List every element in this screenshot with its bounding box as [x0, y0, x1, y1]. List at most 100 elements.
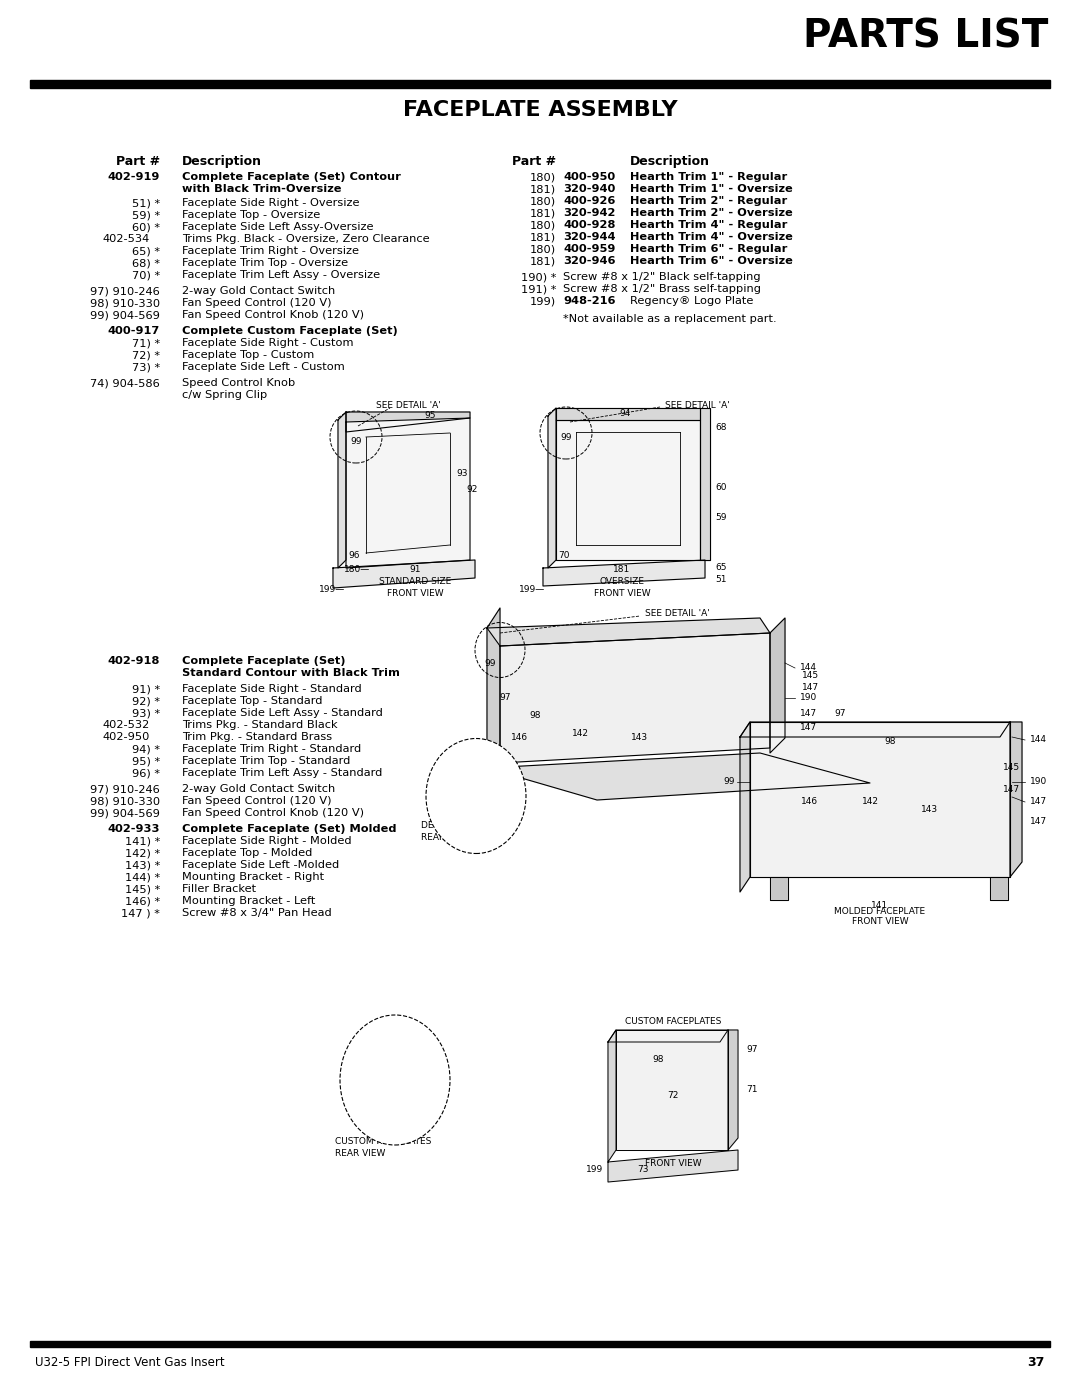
Text: 948-216: 948-216	[563, 296, 616, 306]
Text: SEE DETAIL 'A': SEE DETAIL 'A'	[376, 401, 441, 411]
Text: 400-917: 400-917	[108, 326, 160, 337]
Text: 97) 910-246: 97) 910-246	[91, 286, 160, 296]
Bar	[30, 80, 1050, 88]
Text: Screw #8 x 1/2" Brass self-tapping: Screw #8 x 1/2" Brass self-tapping	[563, 284, 761, 293]
Text: 144: 144	[800, 664, 816, 672]
Polygon shape	[616, 1030, 728, 1150]
Text: 59) *: 59) *	[132, 210, 160, 219]
Text: 143) *: 143) *	[125, 861, 160, 870]
Text: 181): 181)	[530, 256, 556, 265]
Text: Speed Control Knob: Speed Control Knob	[183, 379, 295, 388]
Text: 74: 74	[384, 1105, 395, 1115]
Text: SEE DETAIL 'A': SEE DETAIL 'A'	[645, 609, 710, 617]
Text: Hearth Trim 1" - Regular: Hearth Trim 1" - Regular	[630, 172, 787, 182]
Text: 147: 147	[800, 724, 818, 732]
Text: 190: 190	[800, 693, 818, 703]
Text: 142) *: 142) *	[125, 848, 160, 858]
Text: with Black Trim-Oversize: with Black Trim-Oversize	[183, 184, 341, 194]
Text: 92: 92	[467, 485, 477, 493]
Text: 180): 180)	[530, 196, 556, 205]
Text: 191: 191	[488, 778, 505, 788]
Text: MOLDED FACEPLATE: MOLDED FACEPLATE	[835, 908, 926, 916]
Text: Screw #8 x 1/2" Black self-tapping: Screw #8 x 1/2" Black self-tapping	[563, 272, 760, 282]
Text: 99: 99	[484, 658, 496, 668]
Text: 97: 97	[834, 710, 846, 718]
Text: 400-950: 400-950	[563, 172, 616, 182]
Text: 73: 73	[637, 1165, 649, 1175]
Polygon shape	[740, 722, 750, 893]
Text: Complete Faceplate (Set): Complete Faceplate (Set)	[183, 657, 346, 666]
Polygon shape	[608, 1030, 616, 1162]
Text: FRONT VIEW: FRONT VIEW	[387, 588, 443, 598]
Text: 93: 93	[456, 469, 468, 479]
Text: 147: 147	[1003, 785, 1020, 795]
Text: 320-944: 320-944	[563, 232, 616, 242]
Text: 147: 147	[800, 708, 818, 718]
Text: 141: 141	[872, 901, 889, 909]
Text: 190: 190	[404, 1080, 421, 1090]
Polygon shape	[487, 608, 500, 768]
Text: 91) *: 91) *	[132, 685, 160, 694]
Text: 400-959: 400-959	[563, 244, 616, 254]
Text: c/w Spring Clip: c/w Spring Clip	[183, 390, 267, 400]
Text: Faceplate Side Right - Oversize: Faceplate Side Right - Oversize	[183, 198, 360, 208]
Text: 180): 180)	[530, 172, 556, 182]
Text: CUSTOM FACEPLATES: CUSTOM FACEPLATES	[625, 1017, 721, 1027]
Text: 95) *: 95) *	[132, 756, 160, 766]
Text: REAR VIEW: REAR VIEW	[421, 834, 471, 842]
Text: Fan Speed Control (120 V): Fan Speed Control (120 V)	[183, 796, 332, 806]
Text: PARTS LIST: PARTS LIST	[802, 18, 1048, 56]
Text: 74) 904-586: 74) 904-586	[91, 379, 160, 388]
Text: 71) *: 71) *	[132, 338, 160, 348]
Text: Faceplate Side Left -Molded: Faceplate Side Left -Molded	[183, 861, 339, 870]
Text: 98) 910-330: 98) 910-330	[90, 796, 160, 806]
Text: Mounting Bracket - Right: Mounting Bracket - Right	[183, 872, 324, 882]
Text: 96: 96	[348, 550, 360, 560]
Text: FRONT VIEW: FRONT VIEW	[645, 1158, 701, 1168]
Text: 199: 199	[381, 1044, 399, 1052]
Text: Complete Faceplate (Set) Molded: Complete Faceplate (Set) Molded	[183, 824, 396, 834]
Polygon shape	[728, 1030, 738, 1150]
Text: Faceplate Trim Right - Standard: Faceplate Trim Right - Standard	[183, 745, 361, 754]
Text: Faceplate Side Left Assy-Oversize: Faceplate Side Left Assy-Oversize	[183, 222, 374, 232]
Polygon shape	[487, 753, 870, 800]
Text: 2-way Gold Contact Switch: 2-way Gold Contact Switch	[183, 286, 335, 296]
Text: Hearth Trim 1" - Oversize: Hearth Trim 1" - Oversize	[630, 184, 793, 194]
Text: 180): 180)	[530, 219, 556, 231]
Polygon shape	[500, 633, 770, 763]
Text: 190: 190	[381, 1080, 399, 1090]
Text: 145: 145	[802, 672, 819, 680]
Text: 400-928: 400-928	[563, 219, 616, 231]
Text: 99: 99	[561, 433, 571, 443]
Text: 98) 910-330: 98) 910-330	[90, 298, 160, 307]
Text: 71: 71	[746, 1085, 757, 1094]
Text: Faceplate Top - Standard: Faceplate Top - Standard	[183, 696, 323, 705]
Text: 142: 142	[571, 728, 589, 738]
Polygon shape	[346, 418, 470, 569]
Polygon shape	[700, 408, 710, 560]
Text: 199—: 199—	[319, 585, 345, 595]
Text: 99: 99	[350, 437, 362, 447]
Text: 320-940: 320-940	[563, 184, 616, 194]
Polygon shape	[608, 1030, 728, 1042]
Text: Mounting Bracket - Left: Mounting Bracket - Left	[183, 895, 315, 907]
Text: 99) 904-569: 99) 904-569	[90, 310, 160, 320]
Text: 146) *: 146) *	[125, 895, 160, 907]
Text: Part #: Part #	[116, 155, 160, 168]
Text: 181): 181)	[530, 208, 556, 218]
Text: 143: 143	[632, 733, 649, 742]
Text: Faceplate Top - Oversize: Faceplate Top - Oversize	[183, 210, 321, 219]
Text: 402-950: 402-950	[103, 732, 150, 742]
Text: 180—: 180—	[343, 566, 370, 574]
Text: 402-918: 402-918	[108, 657, 160, 666]
Text: Regency® Logo Plate: Regency® Logo Plate	[630, 296, 754, 306]
Text: 141) *: 141) *	[125, 835, 160, 847]
Text: 97: 97	[499, 693, 511, 703]
Text: Trim Pkg. - Standard Brass: Trim Pkg. - Standard Brass	[183, 732, 333, 742]
Ellipse shape	[340, 1016, 450, 1146]
Text: 143: 143	[921, 806, 939, 814]
Text: Faceplate Side Right - Custom: Faceplate Side Right - Custom	[183, 338, 353, 348]
Text: 65) *: 65) *	[132, 246, 160, 256]
Text: 60) *: 60) *	[132, 222, 160, 232]
Text: Faceplate Side Right - Standard: Faceplate Side Right - Standard	[183, 685, 362, 694]
